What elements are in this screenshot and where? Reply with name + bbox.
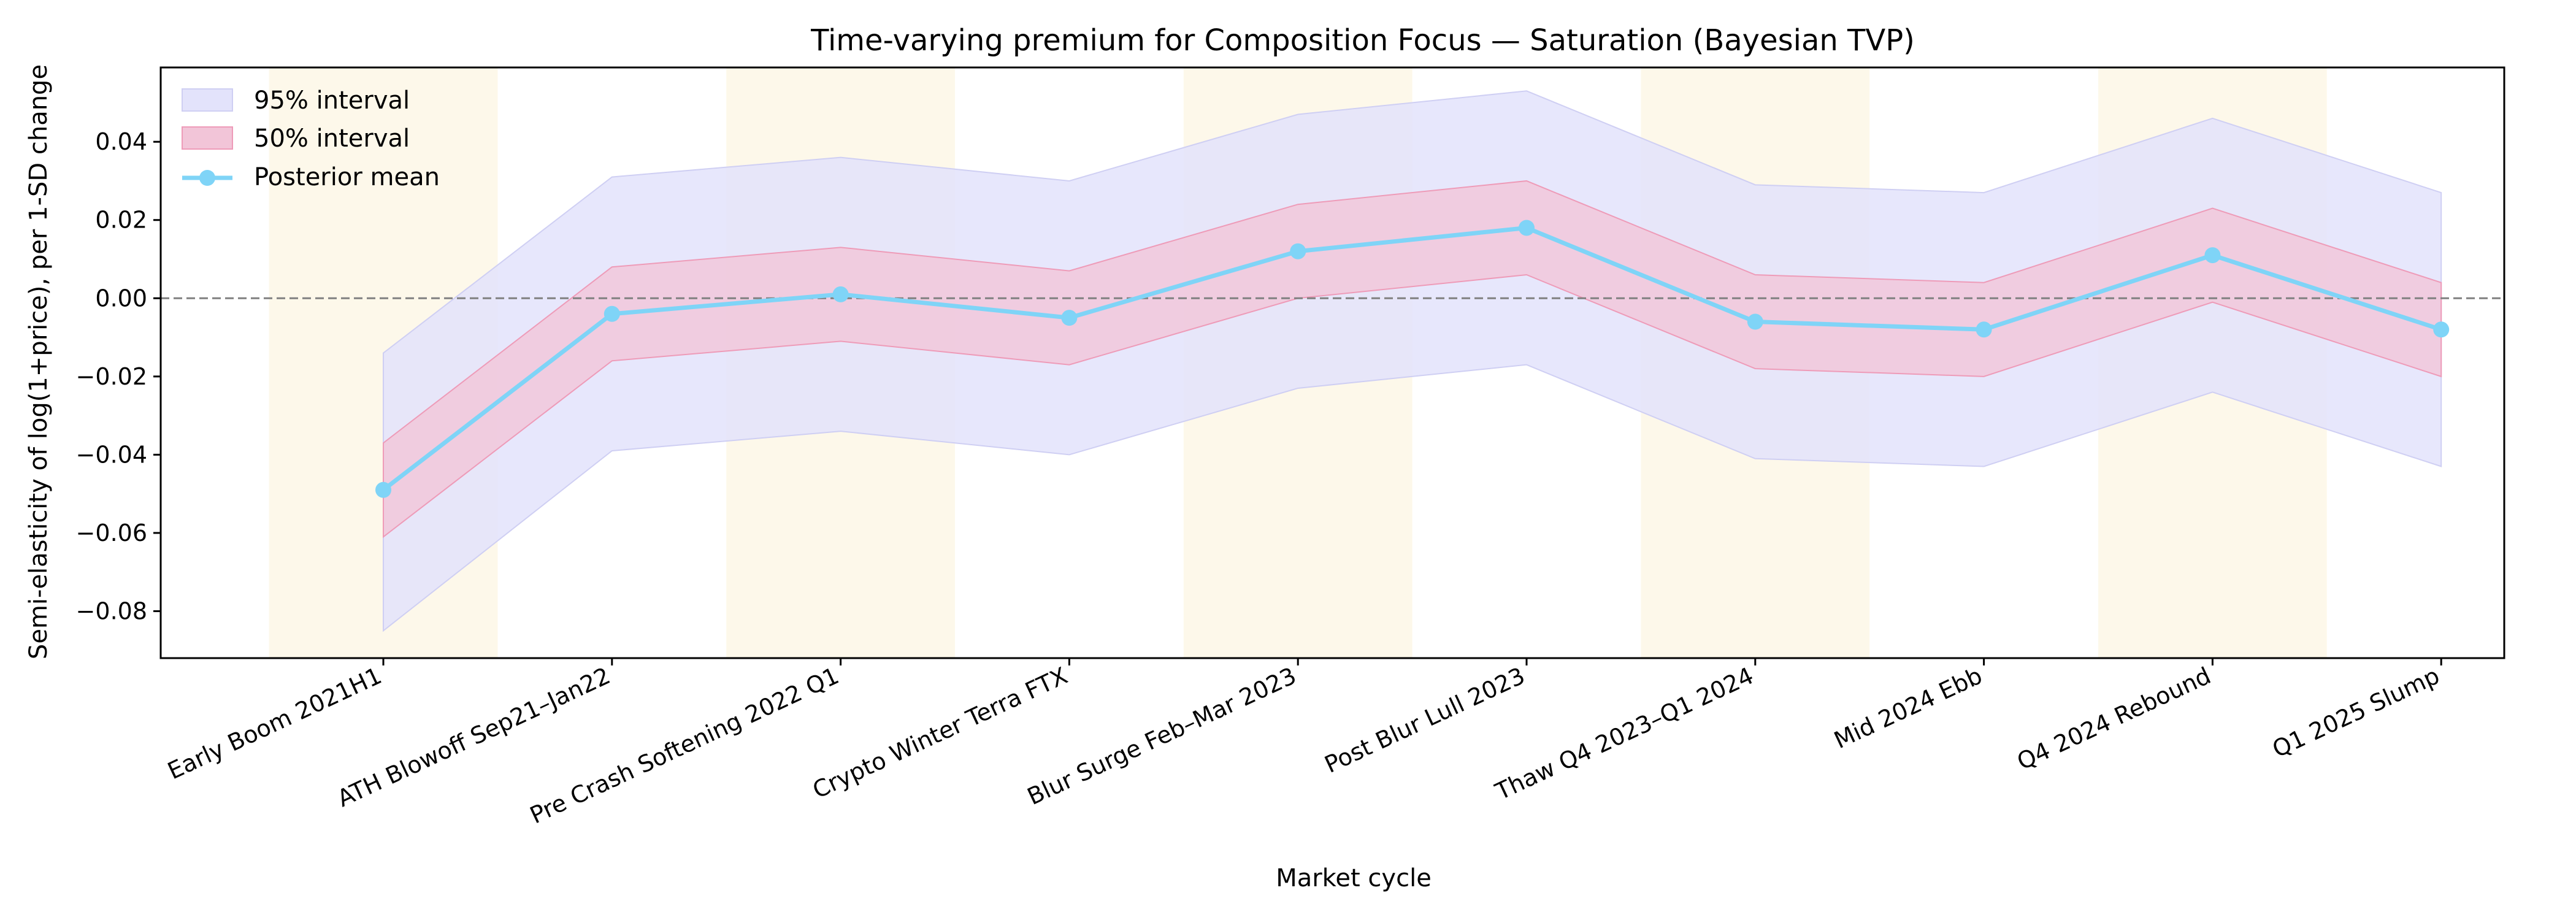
x-tick-label: Q1 2025 Slump [2268,662,2444,762]
posterior-mean-point [1519,220,1535,236]
y-tick-label: 0.00 [95,285,147,312]
posterior-mean-series [375,220,2450,498]
y-tick-label: 0.02 [95,207,147,234]
x-tick-label: Mid 2024 Ebb [1830,662,1987,754]
y-tick-label: −0.06 [76,519,147,546]
posterior-mean-point [2204,247,2221,264]
posterior-mean-point [1976,321,1992,338]
band-50-interval [383,180,2442,539]
y-tick-label: −0.02 [76,363,147,390]
posterior-mean-point [1747,313,1763,330]
posterior-mean-point [832,286,849,302]
posterior-mean-point [1290,243,1306,259]
posterior-mean-point [1061,310,1078,326]
y-tick-label: −0.08 [76,597,147,624]
x-tick-label: Early Boom 2021H1 [164,662,386,784]
legend-50-label: 50% interval [254,125,410,153]
legend-mean-marker [199,170,215,186]
interval-bands [383,90,2442,632]
band-95-interval [383,90,2442,632]
posterior-mean-point [375,481,391,498]
posterior-mean-line [381,225,2442,492]
axes-frame [159,66,2505,659]
legend-95-label: 95% interval [254,86,410,115]
posterior-mean-point [604,305,620,322]
posterior-mean-point [2433,321,2450,338]
x-tick-label: Q4 2024 Rebound [2013,662,2215,775]
legend-95-swatch [182,88,233,112]
axes [159,66,2505,659]
chart-title: Time-varying premium for Composition Foc… [810,23,1915,58]
x-tick-label: Post Blur Lull 2023 [1321,662,1529,778]
y-ticks: −0.08 −0.06 −0.04 −0.02 0.00 0.02 0.04 [76,128,161,624]
x-tick-label: Thaw Q4 2023–Q1 2024 [1491,662,1758,805]
legend: 95% interval 50% interval Posterior mean [182,86,440,191]
y-tick-label: 0.04 [95,128,147,155]
x-axis-label: Market cycle [1276,864,1432,892]
legend-50-swatch [182,126,233,150]
y-tick-label: −0.04 [76,441,147,468]
y-axis-label: Semi-elasticity of log(1+price), per 1-S… [25,64,53,659]
legend-mean-label: Posterior mean [254,163,440,191]
